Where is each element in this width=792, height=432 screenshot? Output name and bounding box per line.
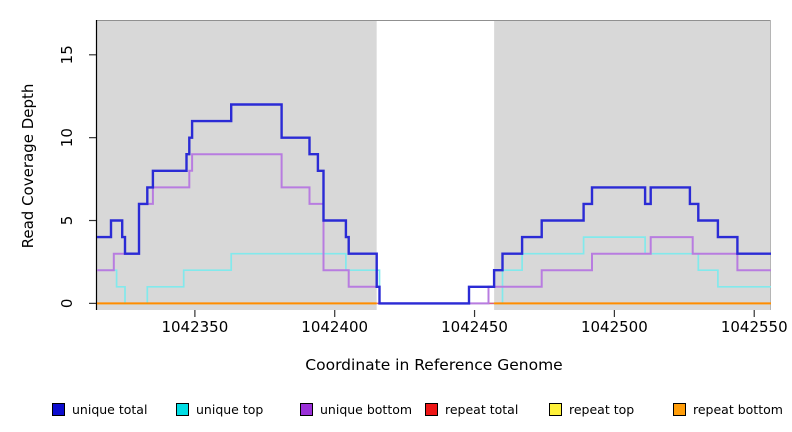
legend-marker-repeat-total [425,403,438,416]
x-tick-label: 1042400 [301,318,368,336]
legend-item-repeat-bottom: repeat bottom [673,403,783,416]
legend-marker-unique-bottom [300,403,313,416]
legend-item-repeat-total: repeat total [425,403,518,416]
x-axis-title: Coordinate in Reference Genome [305,356,563,374]
legend-label: unique total [72,402,148,417]
legend-item-unique-top: unique top [176,403,263,416]
x-tick-label: 1042350 [161,318,228,336]
y-tick-label: 10 [58,128,76,147]
legend-item-unique-bottom: unique bottom [300,403,412,416]
legend-label: repeat top [569,402,635,417]
y-tick-label: 5 [58,216,76,226]
legend-marker-unique-total [52,403,65,416]
legend: unique total unique top unique bottom repea… [0,403,792,427]
legend-item-repeat-top: repeat top [549,403,634,416]
y-tick-label: 0 [58,299,76,309]
legend-label: unique bottom [320,402,413,417]
legend-marker-unique-top [176,403,189,416]
series-line-unique-total [97,103,771,305]
legend-label: repeat total [445,402,519,417]
y-tick-label: 15 [58,45,76,64]
legend-marker-repeat-bottom [673,403,686,416]
legend-label: repeat bottom [693,402,783,417]
x-tick-label: 1042500 [581,318,648,336]
y-axis-title: Read Coverage Depth [19,83,37,249]
x-tick-label: 1042550 [721,318,788,336]
x-tick-label: 1042450 [441,318,508,336]
legend-marker-repeat-top [549,403,562,416]
coverage-gap-region [376,20,495,310]
legend-label: unique top [196,402,264,417]
legend-item-unique-total: unique total [52,403,147,416]
series-line-unique-bottom [97,153,771,305]
